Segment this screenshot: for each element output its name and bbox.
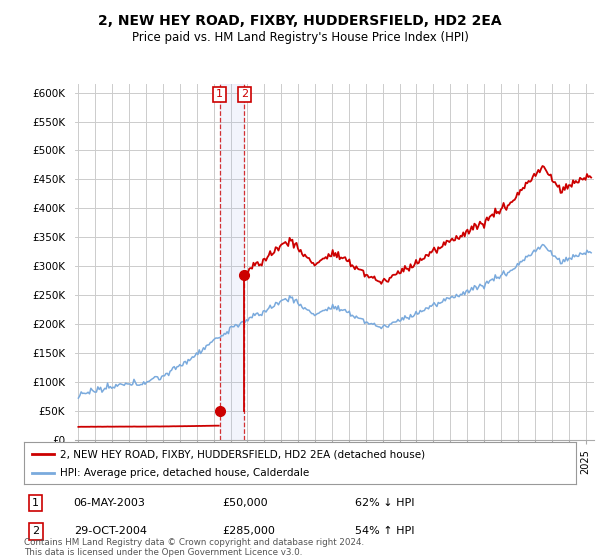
Text: £50,000: £50,000 xyxy=(223,498,268,508)
Text: 29-OCT-2004: 29-OCT-2004 xyxy=(74,526,146,536)
Text: £285,000: £285,000 xyxy=(223,526,275,536)
Text: 2: 2 xyxy=(32,526,40,536)
Text: 62% ↓ HPI: 62% ↓ HPI xyxy=(355,498,415,508)
Text: HPI: Average price, detached house, Calderdale: HPI: Average price, detached house, Cald… xyxy=(60,468,309,478)
Text: Contains HM Land Registry data © Crown copyright and database right 2024.
This d: Contains HM Land Registry data © Crown c… xyxy=(24,538,364,557)
Text: 1: 1 xyxy=(32,498,39,508)
Text: 2, NEW HEY ROAD, FIXBY, HUDDERSFIELD, HD2 2EA (detached house): 2, NEW HEY ROAD, FIXBY, HUDDERSFIELD, HD… xyxy=(60,449,425,459)
Bar xyxy=(220,84,244,440)
Text: 54% ↑ HPI: 54% ↑ HPI xyxy=(355,526,415,536)
Text: 2, NEW HEY ROAD, FIXBY, HUDDERSFIELD, HD2 2EA: 2, NEW HEY ROAD, FIXBY, HUDDERSFIELD, HD… xyxy=(98,14,502,28)
Text: 2: 2 xyxy=(241,90,248,99)
Text: Price paid vs. HM Land Registry's House Price Index (HPI): Price paid vs. HM Land Registry's House … xyxy=(131,31,469,44)
Text: 1: 1 xyxy=(216,90,223,99)
Text: 06-MAY-2003: 06-MAY-2003 xyxy=(74,498,146,508)
